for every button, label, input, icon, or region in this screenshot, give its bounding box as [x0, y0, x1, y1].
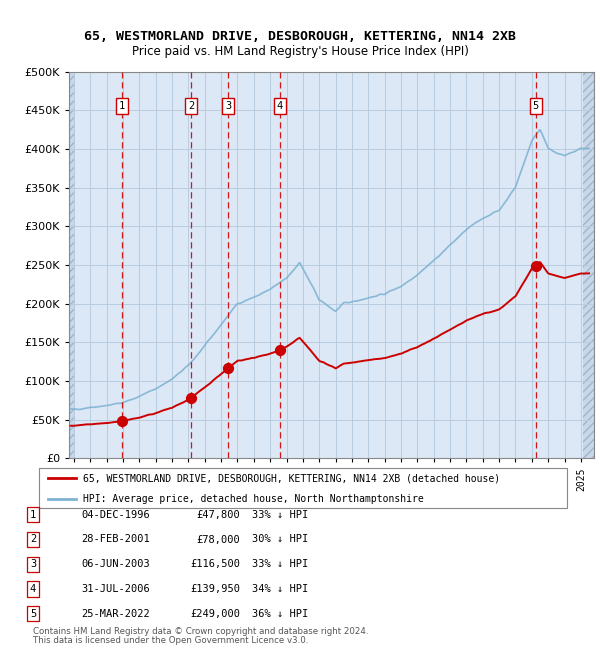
Text: 1: 1	[119, 101, 125, 111]
Text: 4: 4	[30, 584, 36, 594]
Text: 65, WESTMORLAND DRIVE, DESBOROUGH, KETTERING, NN14 2XB (detached house): 65, WESTMORLAND DRIVE, DESBOROUGH, KETTE…	[83, 473, 500, 484]
Text: 33% ↓ HPI: 33% ↓ HPI	[252, 510, 308, 520]
Text: 5: 5	[30, 608, 36, 619]
Point	[223, 363, 233, 373]
Text: 3: 3	[225, 101, 231, 111]
Text: £116,500: £116,500	[190, 559, 240, 569]
Text: 34% ↓ HPI: 34% ↓ HPI	[252, 584, 308, 594]
Text: 06-JUN-2003: 06-JUN-2003	[81, 559, 150, 569]
Text: 3: 3	[30, 559, 36, 569]
Text: 25-MAR-2022: 25-MAR-2022	[81, 608, 150, 619]
Text: 65, WESTMORLAND DRIVE, DESBOROUGH, KETTERING, NN14 2XB: 65, WESTMORLAND DRIVE, DESBOROUGH, KETTE…	[84, 30, 516, 43]
Text: 2: 2	[30, 534, 36, 545]
Text: 5: 5	[532, 101, 539, 111]
Text: 36% ↓ HPI: 36% ↓ HPI	[252, 608, 308, 619]
Text: HPI: Average price, detached house, North Northamptonshire: HPI: Average price, detached house, Nort…	[83, 494, 424, 504]
Text: £139,950: £139,950	[190, 584, 240, 594]
Text: 28-FEB-2001: 28-FEB-2001	[81, 534, 150, 545]
Point	[275, 344, 284, 355]
Text: 30% ↓ HPI: 30% ↓ HPI	[252, 534, 308, 545]
Text: 2: 2	[188, 101, 194, 111]
Bar	[583, 72, 594, 458]
Bar	[69, 72, 75, 458]
Text: 1: 1	[30, 510, 36, 520]
Text: Contains HM Land Registry data © Crown copyright and database right 2024.: Contains HM Land Registry data © Crown c…	[33, 627, 368, 636]
Text: Price paid vs. HM Land Registry's House Price Index (HPI): Price paid vs. HM Land Registry's House …	[131, 45, 469, 58]
Point	[186, 393, 196, 403]
Text: 4: 4	[277, 101, 283, 111]
Text: 04-DEC-1996: 04-DEC-1996	[81, 510, 150, 520]
Text: £47,800: £47,800	[196, 510, 240, 520]
FancyBboxPatch shape	[38, 468, 568, 508]
Text: 31-JUL-2006: 31-JUL-2006	[81, 584, 150, 594]
Point	[531, 261, 541, 271]
Text: This data is licensed under the Open Government Licence v3.0.: This data is licensed under the Open Gov…	[33, 636, 308, 645]
Text: 33% ↓ HPI: 33% ↓ HPI	[252, 559, 308, 569]
Text: £78,000: £78,000	[196, 534, 240, 545]
Text: £249,000: £249,000	[190, 608, 240, 619]
Point	[117, 416, 127, 426]
